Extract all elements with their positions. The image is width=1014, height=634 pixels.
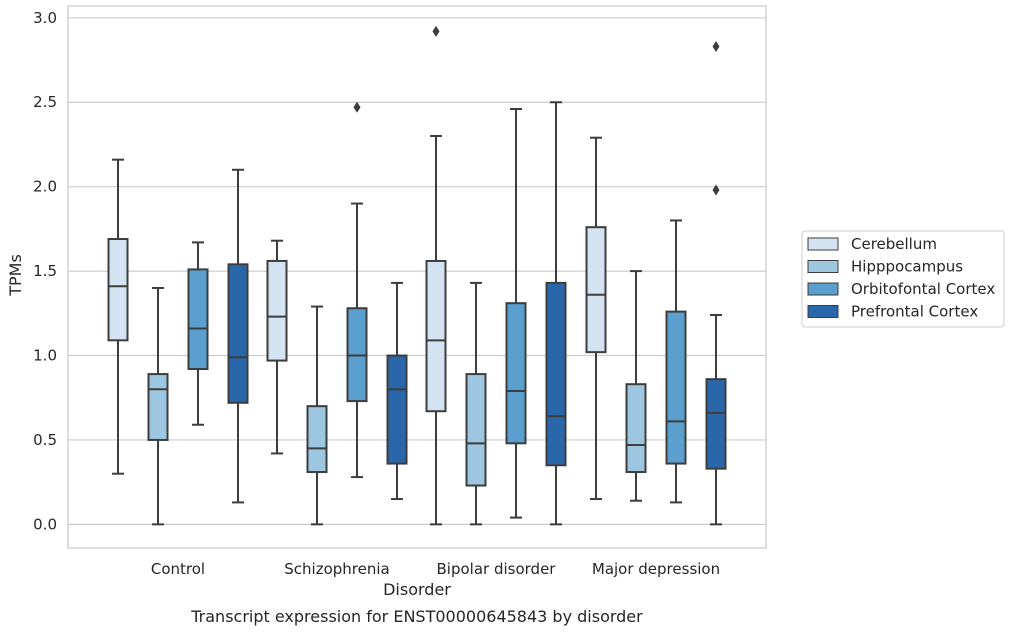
series-hipppocampus xyxy=(147,270,647,526)
box-1-1 xyxy=(306,305,328,526)
iqr-box xyxy=(227,263,249,404)
iqr-box xyxy=(386,354,408,465)
x-tick-label: Bipolar disorder xyxy=(437,560,557,578)
iqr-box xyxy=(187,268,209,371)
box-2-2 xyxy=(505,107,527,519)
y-tick-label: 1.5 xyxy=(33,262,57,280)
iqr-box xyxy=(266,259,288,362)
iqr-box xyxy=(505,302,527,445)
gridlines xyxy=(68,17,766,525)
plot-frame xyxy=(67,5,767,549)
legend-swatch xyxy=(807,282,839,296)
iqr-box xyxy=(107,238,129,342)
x-tick-label: Major depression xyxy=(592,560,720,578)
box-3-0 xyxy=(227,168,249,504)
iqr-box xyxy=(306,405,328,474)
iqr-box xyxy=(425,259,447,413)
box-2-1 xyxy=(346,101,368,479)
iqr-box xyxy=(147,373,169,441)
box-3-2 xyxy=(545,101,567,526)
y-tick-label: 0.0 xyxy=(33,515,57,533)
series-cerebellum xyxy=(107,25,607,526)
legend-swatch xyxy=(807,237,839,251)
y-tick-label: 3.0 xyxy=(33,9,57,27)
legend-swatch xyxy=(807,260,839,273)
outlier-marker xyxy=(432,25,440,37)
y-axis-label: TPMs xyxy=(6,254,25,297)
iqr-box xyxy=(545,281,567,467)
box-0-1 xyxy=(266,239,288,455)
box-1-0 xyxy=(147,286,169,526)
series-prefrontal-cortex xyxy=(227,41,727,526)
legend-label: Hipppocampus xyxy=(851,258,963,276)
y-tick-labels: 0.0 0.5 1.0 1.5 2.0 2.5 3.0 xyxy=(33,9,57,534)
legend: Cerebellum Hipppocampus Orbitofontal Corte… xyxy=(801,230,1005,328)
legend-label: Prefrontal Cortex xyxy=(851,303,978,321)
box-3-3 xyxy=(705,41,727,526)
box-2-3 xyxy=(665,219,687,504)
y-tick-label: 2.0 xyxy=(33,178,57,196)
iqr-box xyxy=(665,310,687,465)
legend-swatch xyxy=(807,305,839,318)
legend-frame xyxy=(801,230,1005,328)
legend-label: Orbitofontal Cortex xyxy=(851,280,995,298)
chart-title: Transcript expression for ENST0000064584… xyxy=(190,607,643,626)
box-0-3 xyxy=(585,136,607,501)
box-1-2 xyxy=(465,281,487,526)
x-tick-label: Control xyxy=(151,560,205,578)
iqr-box xyxy=(585,226,607,354)
iqr-box xyxy=(465,373,487,487)
box-0-2 xyxy=(425,25,447,526)
series-orbitofontal-cortex xyxy=(187,101,687,519)
box-2-0 xyxy=(187,241,209,426)
y-tick-label: 2.5 xyxy=(33,93,57,111)
outlier-marker xyxy=(353,101,361,113)
outlier-marker xyxy=(712,184,720,196)
outlier-marker xyxy=(712,41,720,53)
x-tick-label: Schizophrenia xyxy=(284,560,389,578)
legend-label: Cerebellum xyxy=(851,235,937,253)
x-tick-labels: Control Schizophrenia Bipolar disorder Majo… xyxy=(151,560,720,578)
box-1-3 xyxy=(625,270,647,502)
y-tick-label: 1.0 xyxy=(33,347,57,365)
box-series xyxy=(107,25,727,526)
y-tick-label: 0.5 xyxy=(33,431,57,449)
iqr-box xyxy=(625,383,647,474)
box-3-1 xyxy=(386,281,408,501)
box-0-0 xyxy=(107,158,129,475)
x-axis-label: Disorder xyxy=(383,580,451,599)
iqr-box xyxy=(705,378,727,470)
